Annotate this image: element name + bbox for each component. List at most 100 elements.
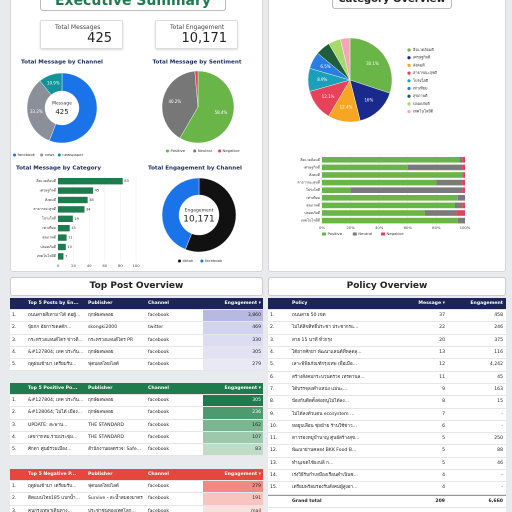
legend-swatch [407, 86, 411, 91]
header-cell: Engagement ▾ [224, 301, 261, 306]
header-cell: Channel [148, 472, 169, 477]
table-row: 4. &#127804; เทค ประกัน... ฤกษ์ผลพลอย faceb… [10, 346, 263, 359]
table-cell: ฤกษ์ผลพลอย [88, 313, 114, 319]
table-cell: 20 [439, 337, 445, 343]
table-cell: 246 [494, 325, 503, 331]
header-cell: Engagement ▾ [224, 386, 261, 391]
table-cell: 191 [203, 493, 263, 505]
table-cell: 279 [203, 481, 263, 493]
table-row: 5. ฤดูฝนเข้ามา เตรียมรับ... ฟุตบอลไทยไลต์ f… [10, 358, 263, 372]
x-tick-label: 20 [71, 263, 76, 268]
table-cell: 37 [439, 313, 445, 319]
header-cell: Channel [148, 301, 169, 306]
legend-swatch [407, 102, 411, 106]
table-cell: 7 [442, 411, 445, 417]
bar-segment [456, 210, 465, 216]
table-cell: ทำนุเขตไข้ธงปลี ก... [292, 460, 334, 466]
kpi-card: Total Engagement 10,171 [155, 20, 238, 49]
table-cell: 469 [203, 322, 263, 334]
table-cell: THE STANDARD [88, 434, 124, 440]
pie-slice [194, 70, 199, 108]
y-tick-label: สังคมดี [45, 197, 57, 202]
table-cell: 330 [203, 334, 263, 346]
table-cell: ฤดูฝนเข้ามา เตรียมรับ... [28, 361, 77, 367]
table-cell: 6 [442, 423, 445, 429]
table-cell: facebook [148, 313, 169, 319]
legend-swatch [407, 71, 411, 75]
legend-label: ปลอดภัยดี [413, 101, 430, 106]
table-cell: 3. [12, 508, 17, 512]
kpi-value: 425 [87, 31, 112, 46]
legend-label: เท่าเทียม [413, 86, 428, 91]
table-cell: 22 [439, 325, 445, 331]
header-cell: Top 5 Negative P... [28, 472, 76, 477]
legend-label: facebook [205, 258, 223, 263]
table-cell: หอยูบเลือน ซุ่ยม้าย ร้านใช้ข่าว... [292, 423, 357, 429]
legend-swatch [407, 63, 411, 67]
table-header: Top 5 Positive Po... Publisher Channel Enga… [10, 383, 263, 396]
data-label: 15 [71, 226, 76, 230]
table-cell: &#127804; เทค ประกัน... [28, 349, 84, 355]
table-cell: ดาวร่องหมูบำนาญ ศูนย์สร้างสุข... [292, 436, 360, 442]
data-label: 8.9% [317, 77, 327, 82]
table-row: 2. ปุ๋ยกก อัยการเดลตัก... skongki2000 twitt… [10, 322, 263, 335]
table-row: 4. เลขาฯกทม.ร่วมประชุม... THE STANDARD face… [10, 431, 263, 444]
legend-swatch [407, 48, 411, 52]
table-cell: กระทรวงแลนด์ไตร ข่าวดี... [28, 337, 83, 343]
legend-label: Positive [328, 231, 343, 236]
header-cell: Engagement [470, 301, 503, 306]
table-row: 2. &#128064; ไม่ได้ เมือง... ฤกษ์ผลพลอย fac… [10, 407, 263, 420]
table-cell: 3. [12, 337, 17, 343]
table-cell: THE STANDARD [88, 422, 124, 428]
table-row: 3. สาย 15 นาที ทั่วกรุง 20 375 [268, 335, 506, 348]
table-cell: facebook [148, 361, 169, 367]
legend-label: สุขภาพดี [413, 93, 428, 99]
y-tick-label: โปร่งใสดี [42, 216, 57, 221]
bar-segment [322, 210, 425, 216]
x-tick-label: 60 [102, 263, 107, 268]
pie-slice [161, 70, 199, 139]
table-cell: 5. [12, 446, 17, 452]
table-cell: 236 [203, 407, 263, 419]
legend-swatch [193, 149, 197, 153]
header-cell [268, 298, 290, 309]
legend-swatch [57, 153, 61, 157]
legend-swatch [407, 110, 411, 114]
table-cell: เลขาฯกทม.ร่วมประชุม... [28, 434, 78, 440]
data-label: 11 [68, 236, 73, 240]
data-label: 19 [74, 217, 79, 221]
table-cell: facebook [148, 398, 169, 404]
table-cell: ปุ๋ยกก อัยการเดลตัก... [28, 325, 72, 331]
table-cell: 15 [497, 399, 503, 405]
table-cell: UPDATE: สะพาน... [28, 422, 68, 428]
bar-segment [424, 210, 457, 216]
table-row: 1. ถนนสายสีเทามาได้ ต่อผู้... ฤกษ์ผลพลอย fa… [10, 310, 263, 323]
center-value: 10,171 [183, 215, 215, 225]
data-label: 7 [65, 254, 67, 258]
legend-swatch [178, 259, 181, 263]
y-tick-label: เทคโนโลยีดี [37, 253, 57, 258]
table-cell: facebook [148, 410, 169, 416]
x-tick-label: 100% [460, 225, 471, 230]
table-cell: 116 [494, 350, 503, 356]
bar-segment [462, 164, 465, 171]
y-tick-label: โปร่งใสดี [306, 187, 321, 192]
table-cell: 4,242 [489, 362, 503, 368]
table-row: 2. ไม่ได้ลิขสิทธิ์ประชา ประชากรแ... 22 246 [268, 322, 506, 335]
header-cell: Channel [148, 386, 169, 391]
center-label: Engagement [185, 208, 214, 214]
header-cell: Publisher [88, 472, 113, 477]
data-label: 12.4% [340, 104, 353, 109]
legend-swatch [322, 232, 326, 236]
legend-label: สาธารณะสุขดี [413, 70, 437, 76]
legend-swatch [407, 94, 411, 98]
table-cell: ถนนสายสีเทามาได้ ต่อผู้... [28, 313, 81, 319]
center-label: Message [52, 101, 72, 107]
pie-slice [340, 37, 351, 81]
y-tick-label: เทคโนโลยีดี [301, 218, 321, 223]
data-label: 10 [67, 245, 72, 249]
legend-label: Neutral [358, 231, 372, 236]
table-cell: twitter [148, 325, 164, 331]
section-title: Top Post Overview [10, 277, 263, 296]
table-cell: ไม่ได้ลิขสิทธิ์ประชา ประชากรแ... [292, 325, 359, 331]
